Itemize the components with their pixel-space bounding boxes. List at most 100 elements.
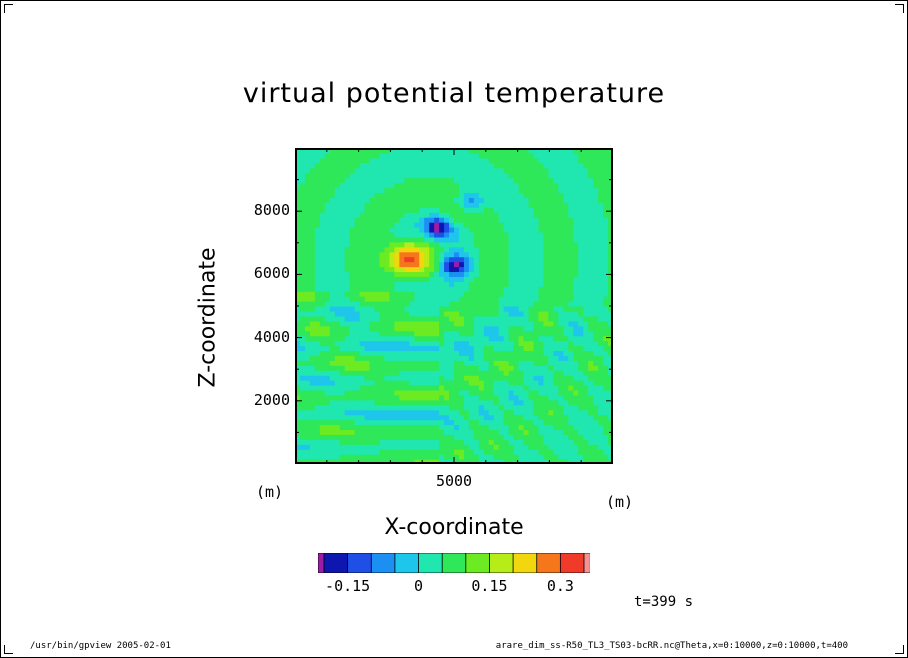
- contour-cell: [528, 389, 535, 396]
- contour-cell: [533, 167, 540, 174]
- contour-cell: [563, 350, 569, 356]
- contour-cell: [508, 281, 515, 287]
- contour-cell: [568, 266, 574, 273]
- contour-cell: [394, 286, 400, 292]
- contour-cell: [598, 320, 604, 327]
- contour-cell: [439, 389, 445, 396]
- contour-cell: [478, 207, 485, 213]
- contour-cell: [498, 350, 505, 356]
- contour-cell: [314, 182, 321, 189]
- contour-cell: [444, 325, 450, 332]
- contour-cell: [593, 222, 599, 228]
- contour-cell: [463, 375, 470, 381]
- contour-cell: [533, 360, 540, 366]
- contour-cell: [558, 301, 564, 307]
- contour-cell: [548, 380, 554, 386]
- contour-cell: [439, 296, 445, 302]
- contour-cell: [528, 340, 535, 347]
- contour-cell: [508, 399, 515, 406]
- contour-cell: [409, 187, 415, 194]
- contour-cell: [339, 389, 346, 396]
- contour-cell: [468, 217, 475, 223]
- contour-cell: [478, 404, 485, 411]
- contour-cell: [414, 385, 420, 391]
- contour-cell: [374, 360, 381, 366]
- contour-cell: [334, 236, 341, 243]
- contour-cell: [399, 380, 405, 386]
- contour-cell: [454, 231, 460, 238]
- contour-cell: [578, 271, 584, 277]
- contour-cell: [583, 286, 589, 292]
- contour-cell: [538, 449, 545, 455]
- contour-cell: [488, 385, 495, 391]
- contour-cell: [299, 350, 306, 356]
- contour-cell: [369, 360, 376, 366]
- contour-cell: [374, 404, 381, 411]
- contour-cell: [583, 404, 589, 411]
- contour-cell: [553, 330, 559, 337]
- contour-cell: [608, 222, 613, 228]
- contour-cell: [553, 266, 559, 273]
- contour-cell: [478, 236, 485, 243]
- contour-cell: [458, 414, 465, 421]
- contour-cell: [543, 301, 550, 307]
- contour-cell: [518, 439, 525, 445]
- contour-cell: [344, 266, 351, 273]
- contour-cell: [588, 404, 594, 411]
- contour-cell: [419, 409, 425, 416]
- contour-cell: [309, 320, 316, 327]
- contour-cell: [424, 266, 430, 273]
- contour-cell: [439, 454, 445, 460]
- contour-cell: [414, 375, 420, 381]
- contour-cell: [384, 227, 391, 233]
- contour-cell: [444, 385, 450, 391]
- contour-cell: [533, 157, 540, 164]
- contour-cell: [344, 217, 351, 223]
- contour-cell: [394, 325, 400, 332]
- contour-cell: [324, 261, 331, 268]
- contour-cell: [478, 449, 485, 455]
- contour-cell: [369, 414, 376, 421]
- contour-cell: [468, 375, 475, 381]
- contour-cell: [513, 291, 520, 297]
- contour-cell: [424, 217, 430, 223]
- contour-cell: [608, 370, 613, 376]
- contour-cell: [379, 187, 386, 194]
- contour-cell: [295, 296, 301, 302]
- contour-cell: [379, 335, 386, 342]
- contour-cell: [299, 404, 306, 411]
- contour-cell: [424, 182, 430, 189]
- contour-cell: [354, 325, 361, 332]
- contour-cell: [414, 241, 420, 248]
- contour-cell: [568, 192, 574, 198]
- contour-cell: [578, 424, 584, 431]
- contour-cell: [369, 202, 376, 208]
- contour-cell: [493, 429, 500, 435]
- contour-cell: [463, 414, 470, 421]
- contour-cell: [473, 236, 480, 243]
- contour-cell: [324, 266, 331, 273]
- contour-cell: [344, 301, 351, 307]
- contour-cell: [324, 227, 331, 233]
- contour-cell: [364, 261, 371, 268]
- contour-cell: [295, 266, 301, 273]
- contour-cell: [334, 394, 341, 401]
- contour-cell: [449, 429, 455, 435]
- contour-cell: [518, 157, 525, 164]
- contour-cell: [409, 301, 415, 307]
- contour-cell: [399, 404, 405, 411]
- contour-cell: [429, 148, 435, 154]
- contour-cell: [304, 330, 311, 337]
- contour-cell: [319, 152, 326, 159]
- contour-cell: [429, 429, 435, 435]
- contour-cell: [394, 177, 400, 184]
- contour-cell: [573, 212, 579, 218]
- contour-cell: [523, 315, 530, 322]
- contour-cell: [583, 310, 589, 317]
- contour-cell: [583, 281, 589, 287]
- contour-cell: [558, 459, 564, 464]
- contour-cell: [553, 261, 559, 268]
- contour-cell: [478, 197, 485, 203]
- contour-cell: [439, 350, 445, 356]
- contour-cell: [493, 266, 500, 273]
